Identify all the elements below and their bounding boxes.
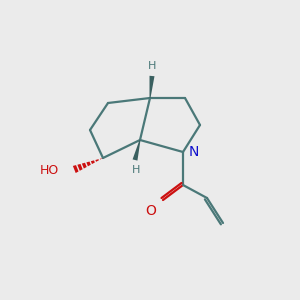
Polygon shape bbox=[100, 158, 103, 160]
Text: H: H bbox=[132, 165, 140, 175]
Text: HO: HO bbox=[40, 164, 59, 176]
Text: O: O bbox=[145, 204, 156, 218]
Polygon shape bbox=[133, 140, 140, 160]
Polygon shape bbox=[82, 163, 87, 169]
Text: N: N bbox=[189, 145, 200, 159]
Polygon shape bbox=[91, 160, 95, 164]
Polygon shape bbox=[86, 162, 91, 166]
Text: H: H bbox=[148, 61, 156, 71]
Polygon shape bbox=[149, 76, 154, 98]
Polygon shape bbox=[77, 164, 83, 171]
Polygon shape bbox=[73, 165, 79, 173]
Polygon shape bbox=[95, 159, 99, 162]
